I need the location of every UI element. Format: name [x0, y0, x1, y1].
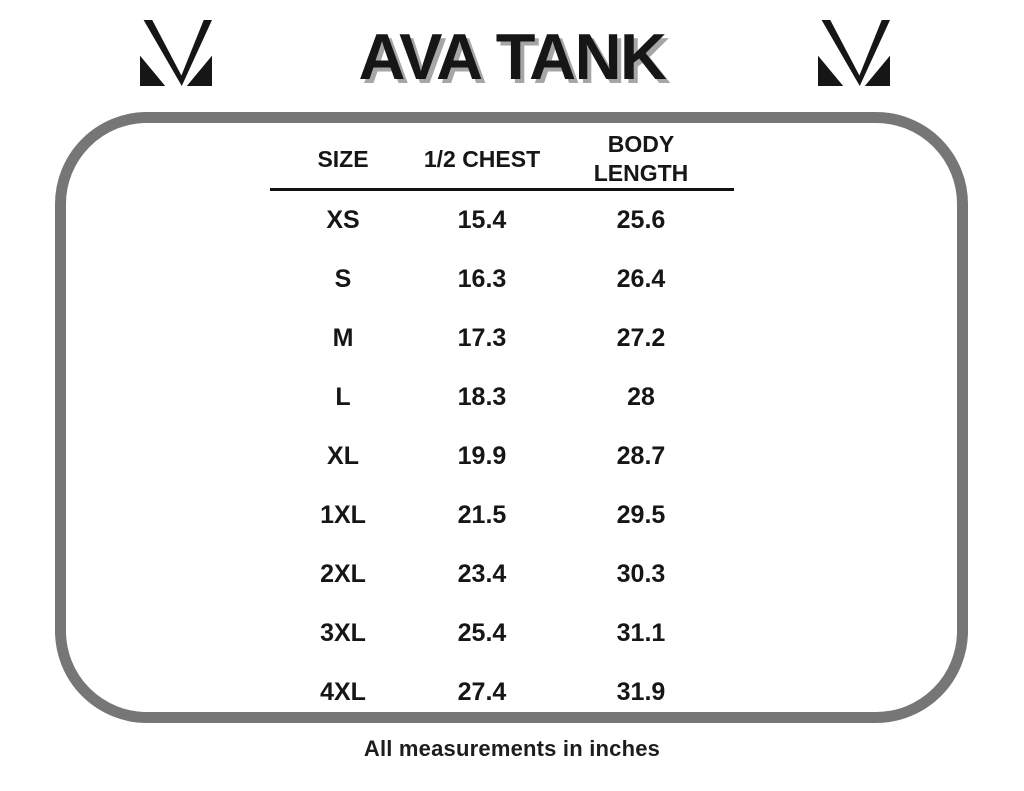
- page-title: AVA TANK: [358, 20, 667, 93]
- chest-cell: 25.4: [457, 619, 507, 647]
- header-divider-line: [270, 188, 734, 191]
- size-cell: 4XL: [320, 678, 366, 706]
- size-cell: M: [332, 324, 354, 352]
- header-half-chest: 1/2 CHEST: [423, 145, 541, 172]
- length-cell: 27.2: [616, 324, 666, 352]
- chest-cell: 18.3: [457, 383, 507, 411]
- chest-cell: 21.5: [457, 501, 507, 529]
- length-cell: 25.6: [616, 206, 666, 234]
- chart-frame: [55, 112, 968, 723]
- measurements-note: All measurements in inches: [363, 736, 661, 761]
- chest-cell: 19.9: [457, 442, 507, 470]
- size-cell: XL: [327, 442, 359, 470]
- chest-cell: 23.4: [457, 560, 507, 588]
- length-cell: 28: [627, 383, 655, 411]
- size-cell: XS: [326, 206, 360, 234]
- table-row-xs: XS 15.4 25.6: [270, 191, 734, 250]
- length-cell: 31.1: [616, 619, 666, 647]
- length-cell: 29.5: [616, 501, 666, 529]
- table-row-m: M 17.3 27.2: [270, 309, 734, 368]
- length-cell: 30.3: [616, 560, 666, 588]
- length-cell: 28.7: [616, 442, 666, 470]
- header-body-length: BODY LENGTH: [593, 131, 689, 186]
- m-logo-icon: [140, 20, 212, 86]
- table-header-row: SIZE 1/2 CHEST BODY LENGTH: [270, 130, 734, 188]
- chest-cell: 27.4: [457, 678, 507, 706]
- table-row-3xl: 3XL 25.4 31.1: [270, 604, 734, 663]
- table-row-xl: XL 19.9 28.7: [270, 427, 734, 486]
- size-cell: 3XL: [320, 619, 366, 647]
- chest-cell: 15.4: [457, 206, 507, 234]
- length-cell: 31.9: [616, 678, 666, 706]
- brand-m-logo-left: [140, 20, 212, 86]
- chest-cell: 16.3: [457, 265, 507, 293]
- chest-cell: 17.3: [457, 324, 507, 352]
- table-row-2xl: 2XL 23.4 30.3: [270, 545, 734, 604]
- table-row-s: S 16.3 26.4: [270, 250, 734, 309]
- size-cell: S: [334, 265, 352, 293]
- size-cell: L: [335, 383, 351, 411]
- length-cell: 26.4: [616, 265, 666, 293]
- table-row-1xl: 1XL 21.5 29.5: [270, 486, 734, 545]
- size-cell: 2XL: [320, 560, 366, 588]
- header-size: SIZE: [317, 145, 369, 172]
- table-row-l: L 18.3 28: [270, 368, 734, 427]
- brand-m-logo-right: [818, 20, 890, 86]
- m-logo-icon: [818, 20, 890, 86]
- size-cell: 1XL: [320, 501, 366, 529]
- table-row-4xl: 4XL 27.4 31.9: [270, 663, 734, 722]
- size-table: SIZE 1/2 CHEST BODY LENGTH XS 15.4 25.6 …: [270, 130, 734, 722]
